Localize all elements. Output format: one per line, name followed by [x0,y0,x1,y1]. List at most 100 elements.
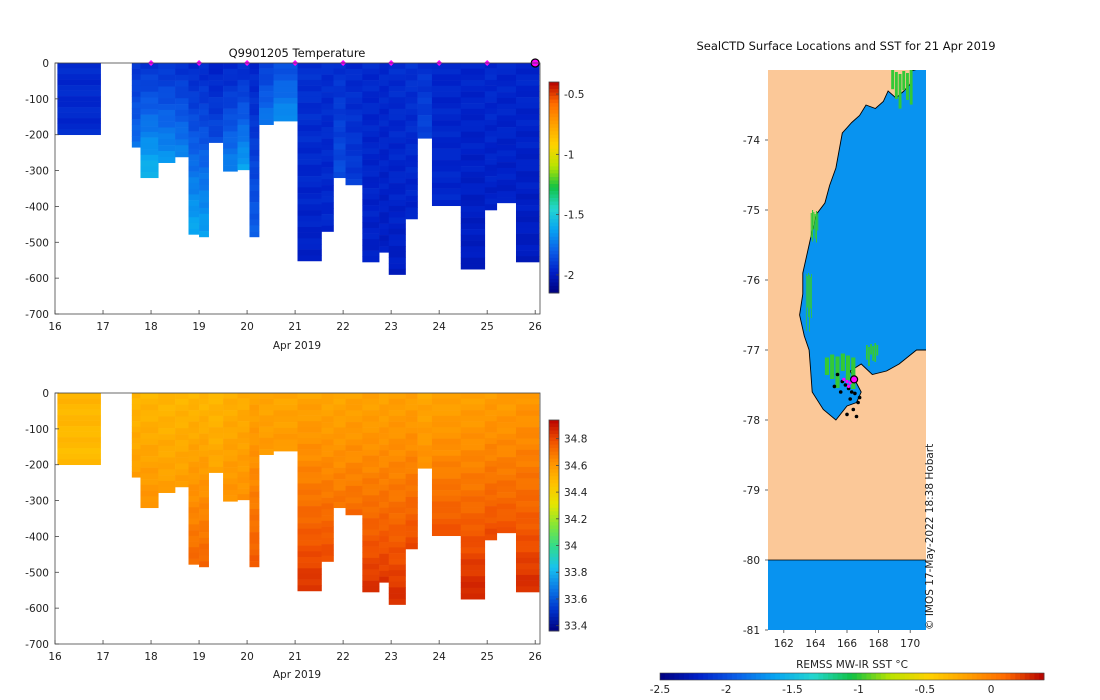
section-cell [515,119,540,126]
section-cell [199,155,209,162]
section-cell [417,103,433,110]
colorbar-segment [549,627,559,632]
sst-colorbar: -2.5 -2 -1.5 -1 -0.5 0 [650,672,1045,696]
section-cell [362,176,380,183]
section-cell [379,229,390,236]
temperature-panel: Q9901205 Temperature 0-100-200-300-400-5… [25,46,584,352]
map-y-tick-label: -77 [743,345,760,357]
seal-location [849,390,854,394]
section-cell [237,494,250,501]
section-cell [405,520,418,527]
section-cell [515,222,540,229]
section-cell [388,68,406,75]
section-cell [379,507,390,514]
section-cell [515,489,540,496]
section-cell [515,461,540,468]
section-cell [158,416,176,423]
section-cell [515,199,540,206]
section-cell [321,549,334,557]
section-cell [460,593,486,600]
section-cell [484,63,498,69]
section-cell [431,63,462,70]
sst-colorbar-segment [765,673,771,680]
section-cell [175,439,189,447]
colorbar-segment [549,571,559,576]
x-tick-label: 19 [192,651,205,663]
section-cell [460,530,486,537]
colorbar-segment [549,479,559,484]
section-cell [484,421,498,428]
section-cell [208,114,224,121]
section-cell [333,131,346,138]
section-cell [131,415,141,422]
section-cell [362,495,380,502]
section-cell [321,185,334,192]
section-cell [417,427,433,434]
section-cell [297,449,322,456]
colorbar-segment [549,420,559,424]
section-cell [140,438,159,445]
colorbar-segment [549,529,559,533]
section-cell [379,206,390,213]
section-cell [259,74,274,81]
section-cell [362,483,380,490]
section-cell [379,166,390,173]
section-cell [208,410,224,417]
colorbar-tick-label: -1.5 [564,210,585,222]
section-cell [297,409,322,416]
section-cell [131,454,141,461]
section-cell [249,537,260,545]
section-cell [321,167,334,174]
section-cell [345,393,363,400]
section-cell [175,86,189,93]
x-tick-label: 18 [144,321,157,333]
section-cell [188,547,200,554]
section-cell [223,114,238,121]
section-cell [388,188,406,195]
section-cell [321,121,334,128]
section-cell [158,428,176,435]
section-cell [140,433,159,440]
section-cell [388,103,406,110]
section-cell [199,68,209,75]
section-cell [345,161,363,168]
sst-colorbar-segment [895,673,901,680]
section-cell [379,393,390,400]
sea-ice-patch [810,213,812,238]
section-cell [515,91,540,98]
section-cell [362,461,380,468]
section-cell [223,495,238,502]
section-cell [379,467,390,474]
section-cell [379,160,390,167]
colorbar-segment [549,85,559,90]
section-cell [140,398,159,405]
section-cell [362,63,380,69]
section-cell [496,121,517,128]
section-cell [297,579,322,586]
section-cell [188,472,200,479]
section-cell [259,443,274,450]
section-cell [379,91,390,98]
colorbar-segment [549,124,559,129]
section-cell [131,398,141,405]
section-cell [388,74,406,81]
section-cell [140,427,159,434]
section-cell [199,537,209,545]
section-cell [496,474,517,481]
colorbar-segment [549,444,559,449]
sst-colorbar-segment [928,673,934,680]
section-cell [388,234,406,241]
sst-colorbar-segment [1000,673,1006,680]
section-cell [188,467,200,474]
section-cell [199,433,209,440]
section-cell [379,433,390,440]
x-tick-label: 24 [432,321,446,333]
section-cell [249,231,260,238]
section-cell [460,427,486,434]
section-cell [249,543,260,550]
section-cell [484,159,498,166]
colorbar-segment [549,282,559,287]
section-cell [175,434,189,441]
section-cell [496,462,517,470]
section-cell [496,451,517,458]
